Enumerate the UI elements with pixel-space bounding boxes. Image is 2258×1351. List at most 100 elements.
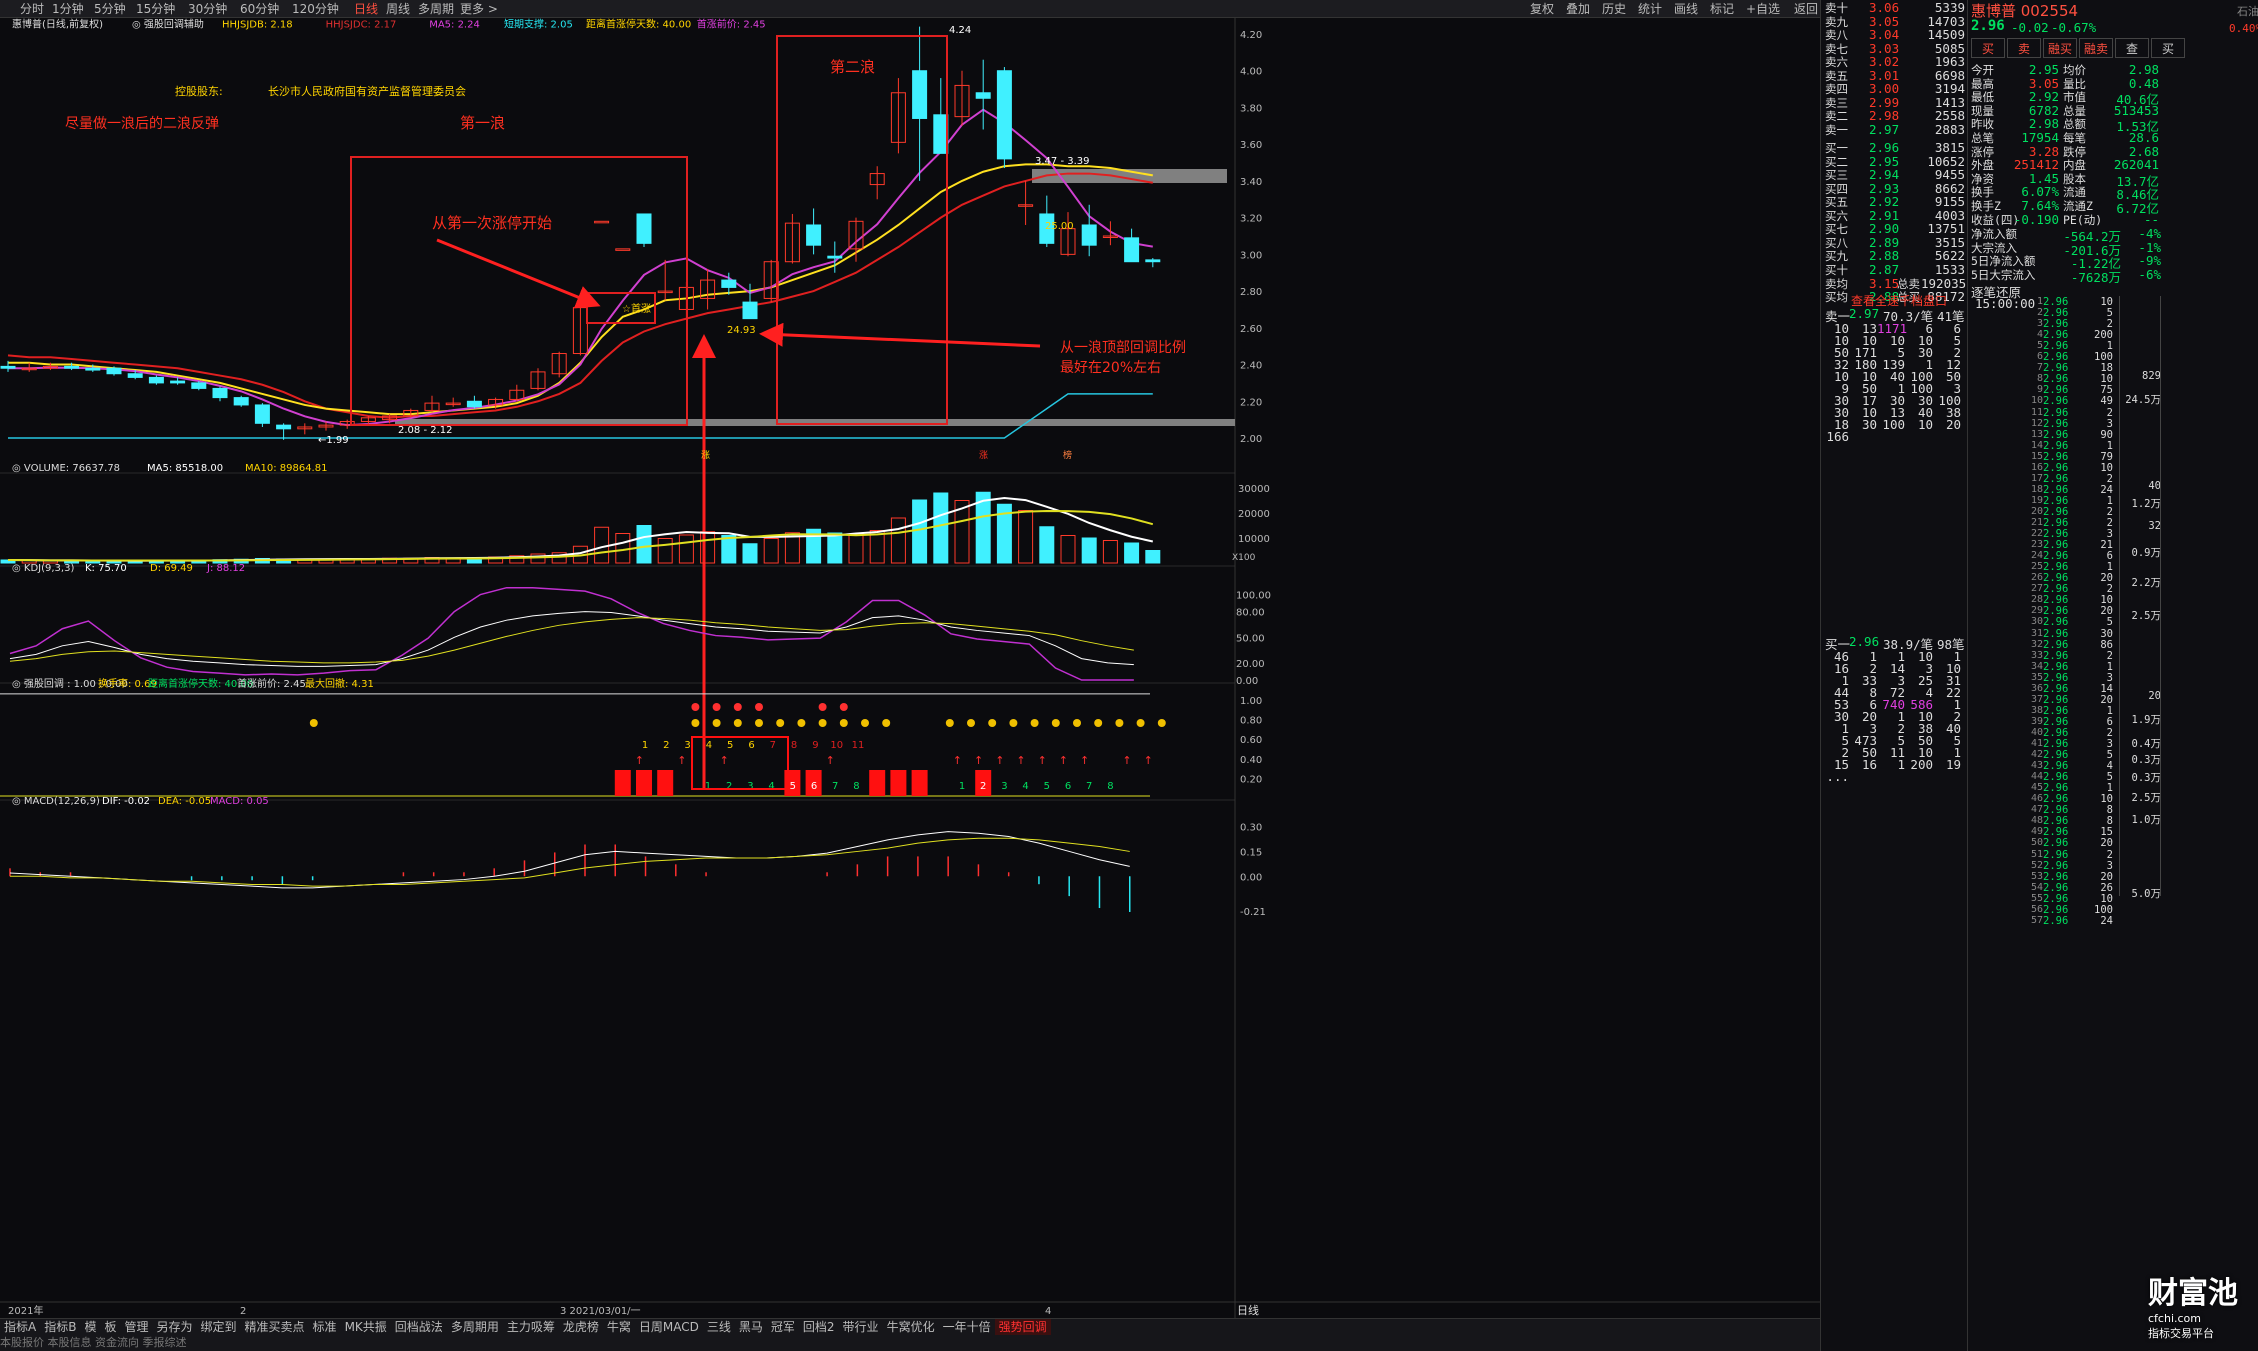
toolbar-action-1[interactable]: 叠加 <box>1566 2 1591 16</box>
toolbar-action-3[interactable]: 统计 <box>1638 2 1663 16</box>
period-tab-9[interactable]: 多周期 <box>418 2 455 16</box>
indicator-tab-10[interactable]: 回档战法 <box>394 1320 443 1334</box>
indicator-tab-17[interactable]: 黑马 <box>738 1320 763 1334</box>
l2-buy-cell: 2 <box>1869 661 1877 676</box>
tick-price: 2.96 <box>2043 428 2069 441</box>
candle-body <box>191 382 207 389</box>
tick-volume: 86 <box>2100 638 2113 651</box>
tick-index: 34 <box>2030 660 2043 672</box>
volume-label: ◎ VOLUME: 76637.78 <box>12 463 120 474</box>
up-arrow: ↑ <box>720 754 729 767</box>
tick-price: 2.96 <box>2043 815 2069 828</box>
period-tab-1[interactable]: 1分钟 <box>52 2 84 16</box>
stat-value: 40.6亿 <box>2116 92 2159 108</box>
candle-body <box>276 424 292 430</box>
l2-buy-cell: 740 <box>1882 697 1905 712</box>
period-tab-4[interactable]: 30分钟 <box>188 2 228 16</box>
period-tab-7[interactable]: 日线 <box>354 2 379 16</box>
indicator-tab-16[interactable]: 三线 <box>706 1320 731 1334</box>
indicator-tab-21[interactable]: 牛窝优化 <box>886 1320 935 1334</box>
indicator-tab-13[interactable]: 龙虎榜 <box>562 1320 599 1334</box>
ask-level-label: 卖六 <box>1825 55 1848 70</box>
toolbar-action-7[interactable]: 返回 <box>1794 2 1819 16</box>
tick-index: 7 <box>2036 362 2043 374</box>
tick-aggregate: 1.9万 <box>2131 714 2161 726</box>
candle-body <box>530 371 546 389</box>
toolbar-action-2[interactable]: 历史 <box>1602 2 1627 16</box>
period-tab-2[interactable]: 5分钟 <box>94 2 126 16</box>
tick-volume: 1 <box>2106 660 2113 673</box>
tick-index: 47 <box>2030 804 2043 816</box>
tick-aggregate: 32 <box>2148 520 2161 532</box>
indicator-tab-19[interactable]: 回档2 <box>802 1320 835 1334</box>
period-tab-8[interactable]: 周线 <box>386 2 411 16</box>
indicator-tab-9[interactable]: MK共振 <box>344 1320 387 1334</box>
l2-sell-cell: 5 <box>1897 345 1905 360</box>
count-yellow: 8 <box>791 740 797 751</box>
l2-sell-cell: 1171 <box>1877 321 1908 336</box>
tick-index: 12 <box>2030 417 2043 429</box>
ask-volume: 1413 <box>1934 94 1965 110</box>
callback-tick: 0.60 <box>1240 735 1262 746</box>
trade-button-2[interactable]: 融买 <box>2043 38 2077 58</box>
toolbar-action-4[interactable]: 画线 <box>1674 2 1699 16</box>
holder-value: 长沙市人民政府国有资产监督管理委员会 <box>268 84 466 98</box>
trade-button-0[interactable]: 买 <box>1971 38 2005 58</box>
indicator-tab-14[interactable]: 牛窝 <box>606 1320 631 1334</box>
mark: 涨 <box>979 450 988 461</box>
tick-volume: 20 <box>2100 605 2113 618</box>
tick-price: 2.96 <box>2043 616 2069 629</box>
count-green: 6 <box>811 781 817 792</box>
period-tab-0[interactable]: 分时 <box>20 2 45 16</box>
indicator-tab-2[interactable]: 模 <box>84 1320 97 1334</box>
tick-volume: 5 <box>2106 307 2113 320</box>
toolbar-action-6[interactable]: +自选 <box>1746 2 1781 16</box>
period-tab-5[interactable]: 60分钟 <box>240 2 280 16</box>
l2-buy-cell: 10 <box>1945 661 1961 676</box>
period-tab-6[interactable]: 120分钟 <box>292 2 339 16</box>
indicator-tab-4[interactable]: 管理 <box>124 1320 149 1334</box>
indicator-tab-15[interactable]: 日周MACD <box>638 1320 699 1334</box>
level2-link[interactable]: 查看全速千档盘口 <box>1851 294 1948 308</box>
trade-button-3[interactable]: 融卖 <box>2079 38 2113 58</box>
toolbar-action-5[interactable]: 标记 <box>1710 2 1735 16</box>
signal-dot-red <box>839 703 848 711</box>
callback-days: 距离首涨停天数: 40.00 <box>148 677 253 690</box>
period-tab-3[interactable]: 15分钟 <box>136 2 176 16</box>
kline-chart[interactable]: 4.20 4.00 3.80 3.60 3.40 3.20 3.00 2.80 2.60 2.40… <box>0 18 1820 1318</box>
indicator-tab-0[interactable]: 指标A <box>4 1320 37 1334</box>
stat-value: 6782 <box>2028 102 2059 118</box>
indicator-tab-3[interactable]: 板 <box>104 1320 117 1334</box>
tick-index: 19 <box>2030 494 2043 506</box>
indicator-tab-20[interactable]: 带行业 <box>842 1320 879 1334</box>
candle-body <box>21 367 37 371</box>
tick-volume: 79 <box>2100 450 2113 463</box>
indicator-tab-7[interactable]: 精准买卖点 <box>244 1320 305 1334</box>
volume-bar <box>636 525 652 564</box>
indicator-tab-1[interactable]: 指标B <box>44 1320 77 1334</box>
indicator-tab-22[interactable]: 一年十倍 <box>942 1320 991 1334</box>
volume-bar <box>784 532 800 564</box>
tick-volume: 21 <box>2100 539 2113 552</box>
toolbar-action-0[interactable]: 复权 <box>1530 2 1555 16</box>
volume-bar <box>1145 550 1161 564</box>
indicator-tab-12[interactable]: 主力吸筹 <box>506 1320 555 1334</box>
indicator-tab-11[interactable]: 多周期用 <box>450 1320 499 1334</box>
trade-button-1[interactable]: 卖 <box>2007 38 2041 58</box>
indicator-tab-23[interactable]: 强势回调 <box>994 1319 1051 1335</box>
tick-aggregate: 5.0万 <box>2131 888 2161 900</box>
count-green: 5 <box>790 781 796 792</box>
signal-dot <box>1157 719 1166 727</box>
tick-aggregate: 829 <box>2142 370 2161 382</box>
trade-button-4[interactable]: 查 <box>2115 38 2149 58</box>
period-tab-10[interactable]: 更多 > <box>460 2 498 16</box>
indicator-tab-18[interactable]: 冠军 <box>770 1320 795 1334</box>
indicator-tab-6[interactable]: 绑定到 <box>200 1320 237 1334</box>
l2-sell-cell: 180 <box>1854 357 1877 372</box>
l2-sell-cell: 18 <box>1833 417 1849 432</box>
indicator-tab-5[interactable]: 另存为 <box>156 1320 193 1334</box>
indicator-tab-8[interactable]: 标准 <box>312 1320 337 1334</box>
trade-button-5[interactable]: 买 <box>2151 38 2185 58</box>
quote-tabs[interactable]: 本股报价 本股信息 资金流向 季报综述 <box>0 1336 187 1349</box>
ask-level-label: 卖八 <box>1825 28 1848 43</box>
